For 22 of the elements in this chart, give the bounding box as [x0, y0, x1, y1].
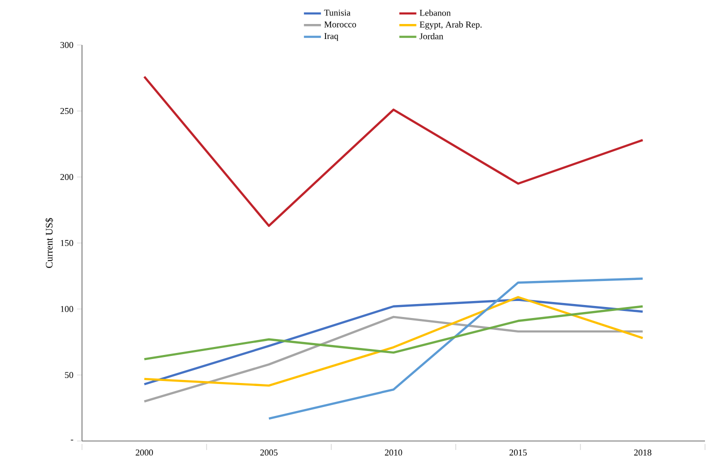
y-tick-label: 150 [60, 240, 74, 246]
y-tick-label: 250 [60, 108, 74, 114]
x-tick-label: 2018 [634, 449, 652, 456]
line-series [143, 305, 644, 360]
y-tick-label: 100 [60, 306, 74, 312]
y-tick-label: 300 [60, 42, 74, 48]
legend-label: Morocco [324, 21, 356, 28]
y-tick-label: 200 [60, 174, 74, 180]
line-series [143, 76, 644, 227]
legend-label: Iraq [324, 33, 338, 41]
legend-label: Lebanon [420, 10, 451, 16]
x-tick-label: 2005 [260, 449, 278, 456]
y-tick-label: 50 [65, 372, 74, 378]
legend-label: Jordan [420, 32, 444, 40]
x-tick-label: 2015 [510, 449, 527, 456]
y-axis-title: Current US$ [45, 218, 54, 268]
legend-label: Egypt, Arab Rep. [420, 21, 482, 30]
x-tick-label: 2000 [136, 449, 153, 456]
line-series [268, 278, 644, 420]
x-tick-label: 2010 [384, 449, 402, 456]
legend-label: Tunisia [324, 10, 350, 16]
line-series [143, 316, 644, 402]
